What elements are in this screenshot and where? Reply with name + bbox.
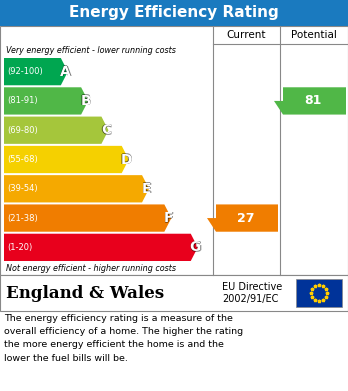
Text: D: D <box>120 152 132 167</box>
Text: D: D <box>120 152 132 167</box>
Text: D: D <box>121 152 133 167</box>
Text: 27: 27 <box>237 212 254 224</box>
Text: 81: 81 <box>304 95 322 108</box>
Text: A: A <box>61 65 71 79</box>
Text: Very energy efficient - lower running costs: Very energy efficient - lower running co… <box>6 46 176 55</box>
Text: E: E <box>142 182 152 196</box>
Text: Current: Current <box>227 30 266 40</box>
Text: Not energy efficient - higher running costs: Not energy efficient - higher running co… <box>6 264 176 273</box>
Text: Potential: Potential <box>291 30 337 40</box>
Text: C: C <box>101 123 111 137</box>
Text: E: E <box>142 182 151 196</box>
Text: E: E <box>142 182 151 196</box>
Text: England & Wales: England & Wales <box>6 285 164 301</box>
Text: (39-54): (39-54) <box>7 184 38 193</box>
Text: B: B <box>80 94 90 108</box>
Text: F: F <box>165 211 174 225</box>
Text: F: F <box>164 211 174 225</box>
Text: A: A <box>60 65 70 79</box>
Text: B: B <box>81 94 92 108</box>
Text: G: G <box>189 240 200 255</box>
Text: G: G <box>190 240 201 255</box>
Text: (55-68): (55-68) <box>7 155 38 164</box>
Text: Energy Efficiency Rating: Energy Efficiency Rating <box>69 5 279 20</box>
Text: (69-80): (69-80) <box>7 126 38 135</box>
Bar <box>0 26 348 275</box>
Text: C: C <box>101 123 112 137</box>
Polygon shape <box>274 87 346 115</box>
Text: A: A <box>60 65 71 79</box>
Text: A: A <box>60 65 71 79</box>
Text: G: G <box>190 240 201 254</box>
Text: D: D <box>120 153 132 167</box>
Text: 2002/91/EC: 2002/91/EC <box>222 294 278 304</box>
Text: (81-91): (81-91) <box>7 97 38 106</box>
Text: C: C <box>100 123 111 137</box>
Text: EU Directive: EU Directive <box>222 282 282 292</box>
Polygon shape <box>4 117 109 144</box>
Text: B: B <box>80 94 91 108</box>
Text: (21-38): (21-38) <box>7 213 38 222</box>
Text: B: B <box>80 95 91 108</box>
Polygon shape <box>4 58 68 85</box>
Polygon shape <box>4 87 88 115</box>
Text: B: B <box>80 93 91 108</box>
Text: E: E <box>142 181 151 195</box>
Text: F: F <box>164 212 174 226</box>
Text: C: C <box>101 124 111 138</box>
Polygon shape <box>4 146 129 173</box>
Text: F: F <box>164 211 174 224</box>
Polygon shape <box>4 204 171 232</box>
Polygon shape <box>4 175 149 203</box>
Text: G: G <box>190 240 201 255</box>
Polygon shape <box>207 204 278 232</box>
Text: D: D <box>120 152 132 166</box>
Text: G: G <box>190 241 201 255</box>
Text: F: F <box>164 211 173 225</box>
Bar <box>0 0 348 26</box>
Bar <box>0 275 348 311</box>
Text: A: A <box>60 64 71 78</box>
Bar <box>296 279 342 307</box>
Text: C: C <box>101 123 111 137</box>
Text: The energy efficiency rating is a measure of the
overall efficiency of a home. T: The energy efficiency rating is a measur… <box>4 314 243 362</box>
Text: (1-20): (1-20) <box>7 243 32 252</box>
Text: E: E <box>141 182 151 196</box>
Polygon shape <box>4 234 198 261</box>
Text: (92-100): (92-100) <box>7 67 43 76</box>
